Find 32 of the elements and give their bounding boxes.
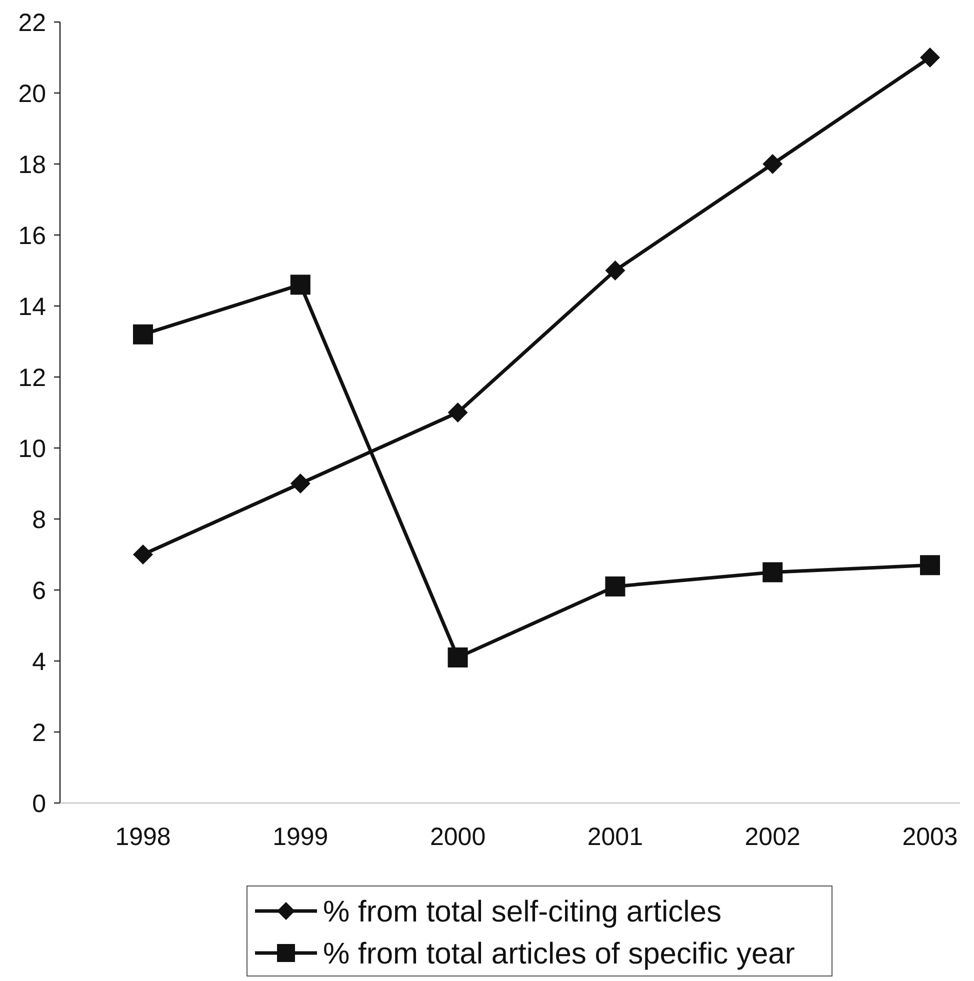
point: [920, 48, 940, 68]
point: [762, 154, 783, 174]
point: [448, 402, 468, 422]
point: [920, 555, 940, 576]
y-tick-label: 14: [18, 292, 46, 321]
y-tick-label: 8: [32, 506, 46, 534]
legend-label: % from total articles of specific year: [323, 938, 795, 970]
y-tick-label: 4: [32, 648, 46, 676]
x-tick-label: 2002: [744, 823, 800, 851]
y-tick-label: 2: [32, 718, 46, 747]
x-tick-label: 1998: [115, 823, 171, 851]
point: [290, 474, 310, 494]
x-tick-label: 1999: [272, 823, 328, 851]
point: [290, 274, 310, 295]
y-tick-label: 0: [32, 790, 46, 818]
point: [133, 324, 153, 344]
y-tick-label: 10: [18, 434, 46, 463]
x-tick-label: 2003: [902, 823, 958, 851]
x-tick-label: 2001: [587, 823, 644, 851]
point: [448, 647, 468, 668]
y-tick-label: 12: [18, 364, 46, 392]
legend-label: % from total self-citing articles: [323, 896, 722, 928]
y-tick-label: 18: [18, 150, 46, 179]
y-tick-label: 16: [18, 222, 46, 250]
y-tick-label: 20: [18, 80, 46, 108]
point: [133, 544, 153, 564]
x-tick-label: 2000: [430, 823, 486, 851]
point: [762, 562, 783, 582]
y-tick-label: 22: [18, 8, 46, 37]
point: [605, 576, 626, 596]
y-tick-label: 6: [32, 576, 46, 605]
point: [605, 260, 626, 280]
